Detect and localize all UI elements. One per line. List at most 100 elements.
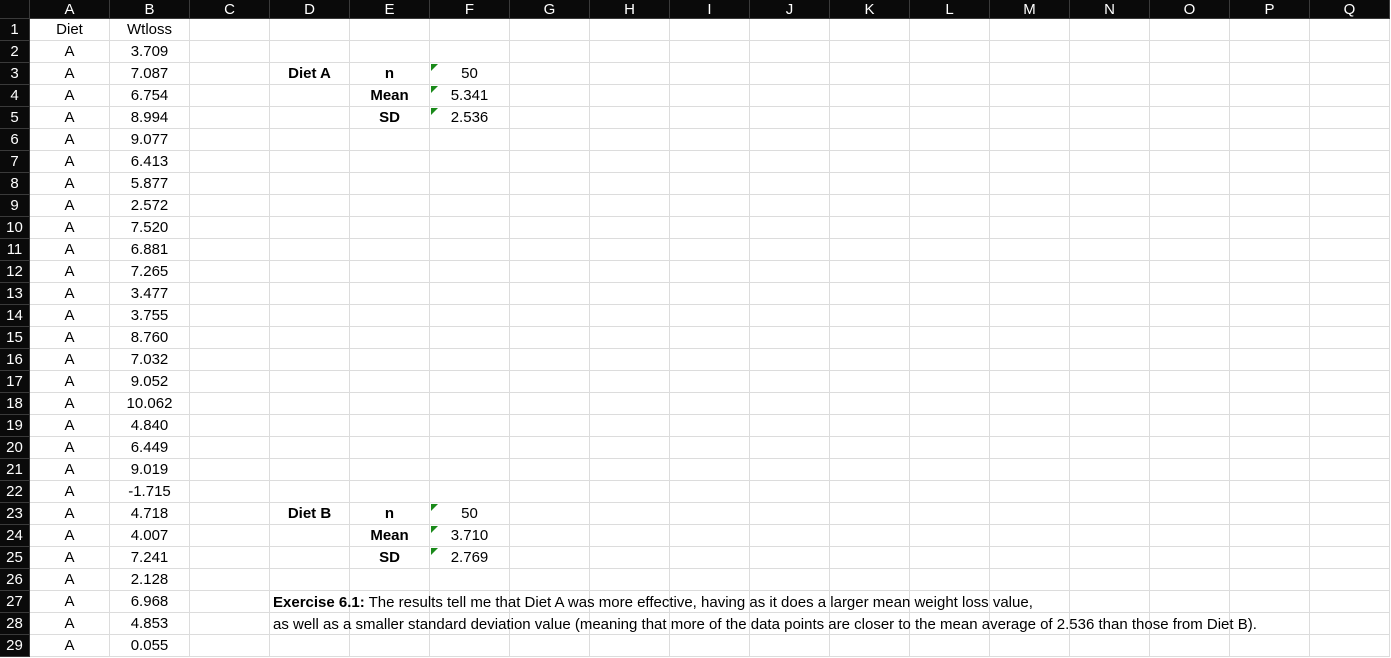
cell-J27[interactable]: [750, 591, 830, 613]
cell-G26[interactable]: [510, 569, 590, 591]
cell-E27[interactable]: [350, 591, 430, 613]
cell-F21[interactable]: [430, 459, 510, 481]
cell-H26[interactable]: [590, 569, 670, 591]
cell-G6[interactable]: [510, 129, 590, 151]
cell-N1[interactable]: [1070, 19, 1150, 41]
cell-D7[interactable]: [270, 151, 350, 173]
cell-G4[interactable]: [510, 85, 590, 107]
cell-D15[interactable]: [270, 327, 350, 349]
cell-F1[interactable]: [430, 19, 510, 41]
cell-B9[interactable]: 2.572: [110, 195, 190, 217]
cell-K6[interactable]: [830, 129, 910, 151]
cell-G29[interactable]: [510, 635, 590, 657]
cell-H4[interactable]: [590, 85, 670, 107]
cell-G20[interactable]: [510, 437, 590, 459]
cell-G5[interactable]: [510, 107, 590, 129]
cell-Q7[interactable]: [1310, 151, 1390, 173]
cell-A16[interactable]: A: [30, 349, 110, 371]
cell-J20[interactable]: [750, 437, 830, 459]
cell-D24[interactable]: [270, 525, 350, 547]
cell-M16[interactable]: [990, 349, 1070, 371]
cell-P22[interactable]: [1230, 481, 1310, 503]
cell-N5[interactable]: [1070, 107, 1150, 129]
column-header-G[interactable]: G: [510, 0, 590, 19]
cell-D27[interactable]: [270, 591, 350, 613]
cell-K5[interactable]: [830, 107, 910, 129]
cell-H13[interactable]: [590, 283, 670, 305]
cell-O7[interactable]: [1150, 151, 1230, 173]
cell-A22[interactable]: A: [30, 481, 110, 503]
cell-K1[interactable]: [830, 19, 910, 41]
cell-B6[interactable]: 9.077: [110, 129, 190, 151]
cell-E16[interactable]: [350, 349, 430, 371]
cell-G16[interactable]: [510, 349, 590, 371]
cell-L16[interactable]: [910, 349, 990, 371]
cell-P10[interactable]: [1230, 217, 1310, 239]
cell-P15[interactable]: [1230, 327, 1310, 349]
cell-E14[interactable]: [350, 305, 430, 327]
cell-L13[interactable]: [910, 283, 990, 305]
cell-K2[interactable]: [830, 41, 910, 63]
cell-H11[interactable]: [590, 239, 670, 261]
cell-E20[interactable]: [350, 437, 430, 459]
cell-Q29[interactable]: [1310, 635, 1390, 657]
cell-L27[interactable]: [910, 591, 990, 613]
cell-F23[interactable]: 50: [430, 503, 510, 525]
cell-P16[interactable]: [1230, 349, 1310, 371]
cell-D8[interactable]: [270, 173, 350, 195]
cell-K27[interactable]: [830, 591, 910, 613]
cell-K13[interactable]: [830, 283, 910, 305]
cell-L22[interactable]: [910, 481, 990, 503]
cell-I22[interactable]: [670, 481, 750, 503]
cell-K9[interactable]: [830, 195, 910, 217]
cell-I10[interactable]: [670, 217, 750, 239]
select-all-corner[interactable]: [0, 0, 30, 19]
cell-O3[interactable]: [1150, 63, 1230, 85]
column-header-H[interactable]: H: [590, 0, 670, 19]
cell-B14[interactable]: 3.755: [110, 305, 190, 327]
cell-F17[interactable]: [430, 371, 510, 393]
cell-J22[interactable]: [750, 481, 830, 503]
cell-Q12[interactable]: [1310, 261, 1390, 283]
row-header-20[interactable]: 20: [0, 437, 30, 459]
cell-H22[interactable]: [590, 481, 670, 503]
cell-J26[interactable]: [750, 569, 830, 591]
cell-I18[interactable]: [670, 393, 750, 415]
cell-F11[interactable]: [430, 239, 510, 261]
cell-O27[interactable]: [1150, 591, 1230, 613]
cell-H28[interactable]: [590, 613, 670, 635]
cell-J1[interactable]: [750, 19, 830, 41]
cell-P18[interactable]: [1230, 393, 1310, 415]
cell-H14[interactable]: [590, 305, 670, 327]
cell-I24[interactable]: [670, 525, 750, 547]
cell-D9[interactable]: [270, 195, 350, 217]
row-header-1[interactable]: 1: [0, 19, 30, 41]
cell-P7[interactable]: [1230, 151, 1310, 173]
cell-I29[interactable]: [670, 635, 750, 657]
cell-C6[interactable]: [190, 129, 270, 151]
cell-L7[interactable]: [910, 151, 990, 173]
cell-E22[interactable]: [350, 481, 430, 503]
cell-A10[interactable]: A: [30, 217, 110, 239]
cell-D20[interactable]: [270, 437, 350, 459]
cell-Q16[interactable]: [1310, 349, 1390, 371]
column-header-K[interactable]: K: [830, 0, 910, 19]
cell-N16[interactable]: [1070, 349, 1150, 371]
cell-B24[interactable]: 4.007: [110, 525, 190, 547]
cell-O11[interactable]: [1150, 239, 1230, 261]
row-header-2[interactable]: 2: [0, 41, 30, 63]
cell-N29[interactable]: [1070, 635, 1150, 657]
cell-F22[interactable]: [430, 481, 510, 503]
cell-A13[interactable]: A: [30, 283, 110, 305]
cell-F12[interactable]: [430, 261, 510, 283]
cell-A21[interactable]: A: [30, 459, 110, 481]
cell-Q5[interactable]: [1310, 107, 1390, 129]
column-header-F[interactable]: F: [430, 0, 510, 19]
cell-N10[interactable]: [1070, 217, 1150, 239]
cell-N18[interactable]: [1070, 393, 1150, 415]
cell-P24[interactable]: [1230, 525, 1310, 547]
cell-I6[interactable]: [670, 129, 750, 151]
cell-C7[interactable]: [190, 151, 270, 173]
cell-M21[interactable]: [990, 459, 1070, 481]
cell-M28[interactable]: [990, 613, 1070, 635]
